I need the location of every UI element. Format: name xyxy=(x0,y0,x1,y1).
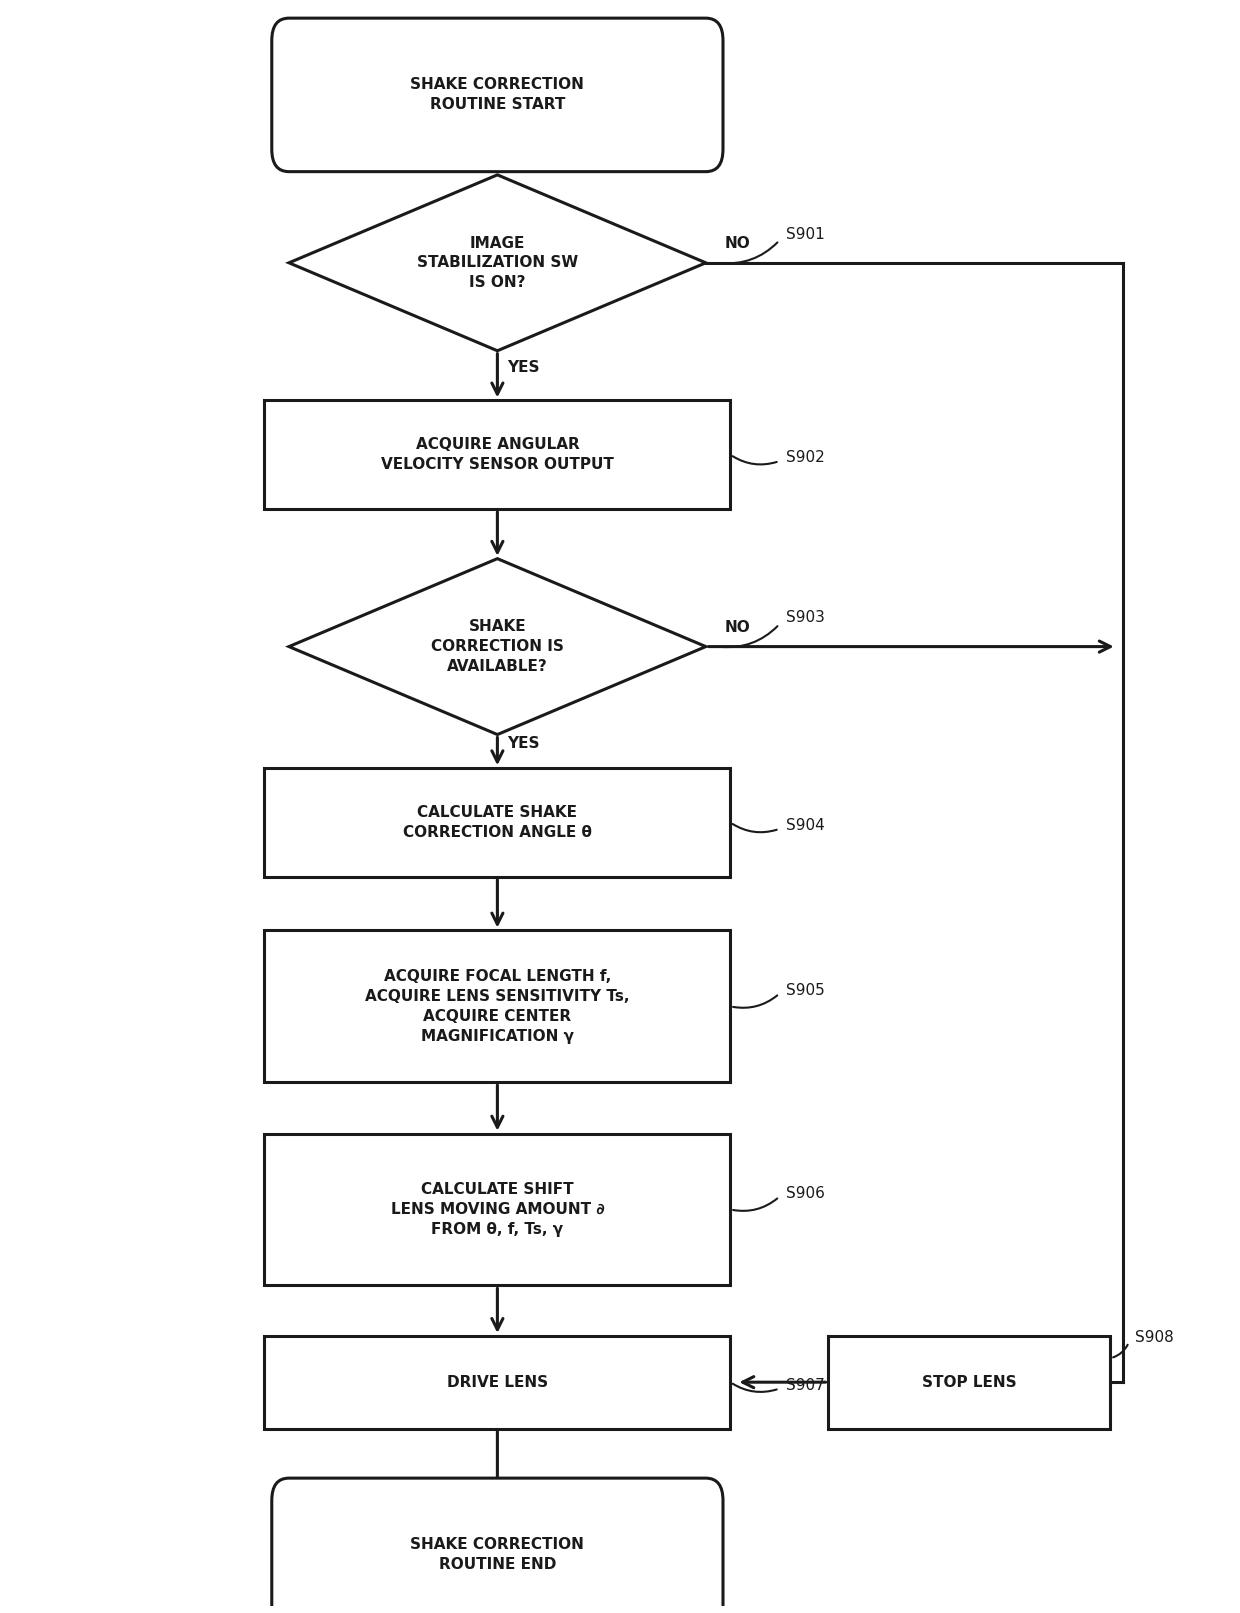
Text: S901: S901 xyxy=(785,226,825,242)
Text: YES: YES xyxy=(507,736,539,750)
Text: DRIVE LENS: DRIVE LENS xyxy=(446,1374,548,1390)
Text: S903: S903 xyxy=(785,610,825,626)
Text: NO: NO xyxy=(724,619,750,636)
Text: CALCULATE SHAKE
CORRECTION ANGLE θ: CALCULATE SHAKE CORRECTION ANGLE θ xyxy=(403,805,591,840)
Text: SHAKE
CORRECTION IS
AVAILABLE?: SHAKE CORRECTION IS AVAILABLE? xyxy=(432,619,564,674)
Bar xyxy=(264,931,730,1082)
Text: S904: S904 xyxy=(785,818,825,834)
Text: YES: YES xyxy=(507,360,539,376)
Text: S908: S908 xyxy=(1135,1329,1174,1345)
Text: S906: S906 xyxy=(785,1186,825,1202)
Text: CALCULATE SHIFT
LENS MOVING AMOUNT ∂
FROM θ, f, Ts, γ: CALCULATE SHIFT LENS MOVING AMOUNT ∂ FRO… xyxy=(391,1182,604,1237)
Bar xyxy=(264,400,730,510)
Text: S907: S907 xyxy=(785,1378,825,1394)
Bar xyxy=(264,768,730,877)
Bar xyxy=(264,1134,730,1286)
Text: IMAGE
STABILIZATION SW
IS ON?: IMAGE STABILIZATION SW IS ON? xyxy=(417,235,578,290)
Text: S905: S905 xyxy=(785,982,825,998)
Bar xyxy=(828,1336,1111,1429)
Bar xyxy=(264,1336,730,1429)
FancyBboxPatch shape xyxy=(272,1478,723,1613)
Polygon shape xyxy=(289,174,706,350)
FancyBboxPatch shape xyxy=(272,18,723,171)
Text: ACQUIRE FOCAL LENGTH f,
ACQUIRE LENS SENSITIVITY Ts,
ACQUIRE CENTER
MAGNIFICATIO: ACQUIRE FOCAL LENGTH f, ACQUIRE LENS SEN… xyxy=(365,969,630,1044)
Text: SHAKE CORRECTION
ROUTINE START: SHAKE CORRECTION ROUTINE START xyxy=(410,77,584,113)
Text: NO: NO xyxy=(724,235,750,252)
Text: ACQUIRE ANGULAR
VELOCITY SENSOR OUTPUT: ACQUIRE ANGULAR VELOCITY SENSOR OUTPUT xyxy=(381,437,614,473)
Text: SHAKE CORRECTION
ROUTINE END: SHAKE CORRECTION ROUTINE END xyxy=(410,1537,584,1573)
Text: S902: S902 xyxy=(785,450,825,466)
Polygon shape xyxy=(289,558,706,734)
Text: STOP LENS: STOP LENS xyxy=(923,1374,1017,1390)
